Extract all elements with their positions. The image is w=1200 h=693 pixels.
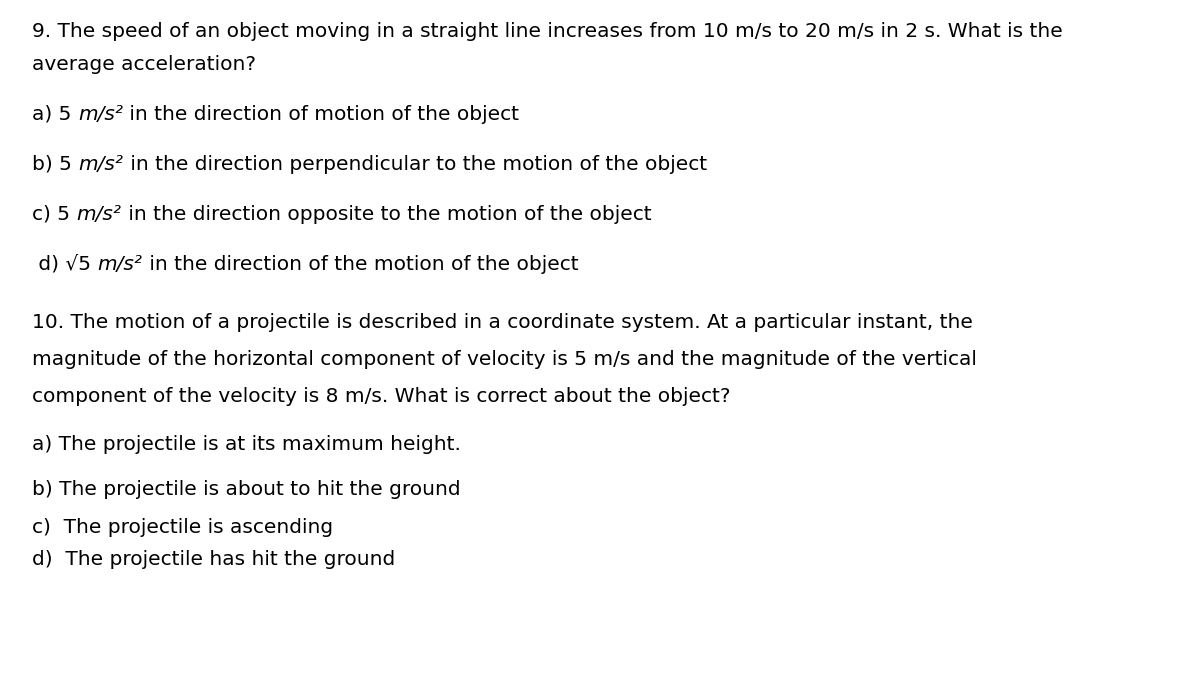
Text: c) 5: c) 5 [32, 205, 77, 224]
Text: m/s²: m/s² [79, 155, 124, 174]
Text: magnitude of the horizontal component of velocity is 5 m/s and the magnitude of : magnitude of the horizontal component of… [32, 350, 977, 369]
Text: a) The projectile is at its maximum height.: a) The projectile is at its maximum heig… [32, 435, 461, 454]
Text: 10. The motion of a projectile is described in a coordinate system. At a particu: 10. The motion of a projectile is descri… [32, 313, 973, 332]
Text: m/s²: m/s² [78, 105, 124, 124]
Text: in the direction of motion of the object: in the direction of motion of the object [124, 105, 520, 124]
Text: average acceleration?: average acceleration? [32, 55, 257, 74]
Text: in the direction opposite to the motion of the object: in the direction opposite to the motion … [121, 205, 652, 224]
Text: in the direction of the motion of the object: in the direction of the motion of the ob… [143, 255, 578, 274]
Text: d)  The projectile has hit the ground: d) The projectile has hit the ground [32, 550, 396, 569]
Text: a) 5: a) 5 [32, 105, 78, 124]
Text: in the direction perpendicular to the motion of the object: in the direction perpendicular to the mo… [124, 155, 707, 174]
Text: c)  The projectile is ascending: c) The projectile is ascending [32, 518, 334, 537]
Text: 9. The speed of an object moving in a straight line increases from 10 m/s to 20 : 9. The speed of an object moving in a st… [32, 22, 1063, 41]
Text: m/s²: m/s² [77, 205, 121, 224]
Text: d) √5: d) √5 [32, 255, 97, 274]
Text: m/s²: m/s² [97, 255, 143, 274]
Text: component of the velocity is 8 m/s. What is correct about the object?: component of the velocity is 8 m/s. What… [32, 387, 731, 406]
Text: b) 5: b) 5 [32, 155, 79, 174]
Text: b) The projectile is about to hit the ground: b) The projectile is about to hit the gr… [32, 480, 461, 499]
